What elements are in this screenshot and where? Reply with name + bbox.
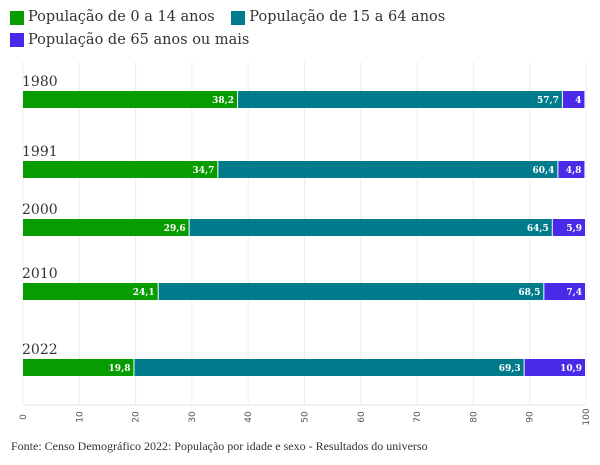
category-label: 1980	[22, 74, 58, 90]
bar-segment	[189, 219, 552, 236]
x-tick-label: 90	[526, 411, 536, 423]
category-label: 2010	[22, 266, 58, 282]
bar-segment	[23, 283, 158, 300]
data-label: 10,9	[560, 364, 582, 374]
data-label: 64,5	[527, 224, 549, 234]
data-label: 69,3	[499, 364, 521, 374]
data-label: 68,5	[518, 288, 540, 298]
legend: População de 0 a 14 anos População de 15…	[10, 8, 570, 53]
x-tick-label: 100	[582, 408, 592, 425]
legend-item-65-plus[interactable]: População de 65 anos ou mais	[10, 31, 249, 50]
category-label: 2022	[22, 342, 58, 358]
data-label: 57,7	[537, 96, 559, 106]
bar-segment	[524, 359, 585, 376]
legend-item-0-14[interactable]: População de 0 a 14 anos	[10, 8, 215, 27]
data-label: 5,9	[566, 224, 582, 234]
data-label: 7,4	[566, 288, 582, 298]
bar-segment	[23, 161, 218, 178]
data-label: 24,1	[133, 288, 155, 298]
x-tick-label: 0	[19, 414, 29, 420]
data-label: 29,6	[164, 224, 186, 234]
data-label: 19,8	[109, 364, 131, 374]
bar-segment	[134, 359, 524, 376]
data-label: 60,4	[532, 166, 554, 176]
bar-segment	[562, 91, 585, 108]
bar-segment	[238, 91, 562, 108]
category-label: 2000	[22, 202, 58, 218]
legend-swatch	[10, 10, 24, 25]
bar-segment	[218, 161, 558, 178]
bar-segment	[23, 359, 134, 376]
legend-label: População de 0 a 14 anos	[28, 9, 215, 25]
bar-segment	[552, 219, 585, 236]
x-tick-label: 50	[301, 411, 311, 423]
bar-segment	[158, 283, 544, 300]
legend-label: População de 65 anos ou mais	[28, 31, 250, 48]
x-tick-label: 80	[469, 411, 479, 423]
bar-segment	[544, 283, 585, 300]
x-tick-label: 20	[132, 411, 142, 423]
source-footer: Fonte: Censo Demográfico 2022: População…	[11, 439, 428, 453]
x-tick-label: 10	[75, 411, 85, 423]
bar-segment	[23, 91, 238, 108]
data-label: 4,8	[566, 166, 582, 176]
data-label: 4	[575, 96, 581, 106]
bar-segment	[23, 219, 189, 236]
x-tick-label: 30	[188, 411, 198, 423]
data-label: 38,2	[212, 96, 234, 106]
legend-item-15-64[interactable]: População de 15 a 64 anos	[231, 8, 445, 27]
category-label: 1991	[22, 144, 58, 160]
legend-swatch	[10, 33, 24, 47]
x-tick-label: 70	[413, 411, 423, 423]
bar-segment	[558, 161, 585, 178]
legend-label: População de 15 a 64 anos	[249, 9, 446, 25]
x-tick-label: 60	[357, 411, 367, 423]
legend-swatch	[231, 10, 246, 25]
data-label: 34,7	[192, 166, 214, 176]
x-tick-label: 40	[244, 411, 254, 423]
